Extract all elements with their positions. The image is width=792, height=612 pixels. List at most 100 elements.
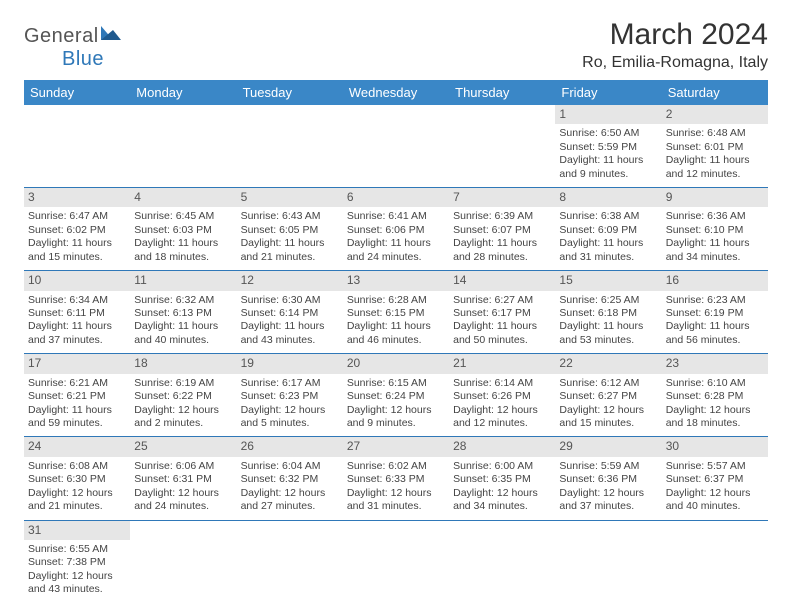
sunrise-text: Sunrise: 6:04 AM [241,460,339,473]
sunrise-text: Sunrise: 6:34 AM [28,294,126,307]
location: Ro, Emilia-Romagna, Italy [582,54,768,72]
weekday-header: Tuesday [237,80,343,105]
calendar-cell: 9Sunrise: 6:36 AMSunset: 6:10 PMDaylight… [662,188,768,271]
logo: General Blue [24,24,121,71]
day-number: 28 [449,437,555,456]
daylight-text: Daylight: 12 hours and 9 minutes. [347,404,445,431]
calendar-cell: 20Sunrise: 6:15 AMSunset: 6:24 PMDayligh… [343,354,449,437]
daylight-text: Daylight: 11 hours and 24 minutes. [347,237,445,264]
calendar-cell: 2Sunrise: 6:48 AMSunset: 6:01 PMDaylight… [662,105,768,188]
day-number: 23 [662,354,768,373]
sunset-text: Sunset: 6:33 PM [347,473,445,486]
daylight-text: Daylight: 11 hours and 46 minutes. [347,320,445,347]
logo-text-1: General [24,25,99,47]
calendar-cell: 19Sunrise: 6:17 AMSunset: 6:23 PMDayligh… [237,354,343,437]
daylight-text: Daylight: 11 hours and 53 minutes. [559,320,657,347]
daylight-text: Daylight: 12 hours and 37 minutes. [559,487,657,514]
daylight-text: Daylight: 12 hours and 18 minutes. [666,404,764,431]
calendar-cell: 27 Sunrise: 6:02 AMSunset: 6:33 PMDayligh… [343,437,449,520]
daylight-text: Daylight: 12 hours and 2 minutes. [134,404,232,431]
weekday-header: Sunday [24,80,130,105]
daylight-text: Daylight: 12 hours and 31 minutes. [347,487,445,514]
daylight-text: Daylight: 12 hours and 5 minutes. [241,404,339,431]
calendar-cell: 14Sunrise: 6:27 AMSunset: 6:17 PMDayligh… [449,271,555,354]
day-number: 12 [237,271,343,290]
day-number: 29 [555,437,661,456]
sunrise-text: Sunrise: 6:02 AM [347,460,445,473]
calendar-cell: 3Sunrise: 6:47 AMSunset: 6:02 PMDaylight… [24,188,130,271]
calendar-cell: 7Sunrise: 6:39 AMSunset: 6:07 PMDaylight… [449,188,555,271]
day-number: 4 [130,188,236,207]
daylight-text: Daylight: 11 hours and 34 minutes. [666,237,764,264]
daylight-text: Daylight: 11 hours and 28 minutes. [453,237,551,264]
sunset-text: Sunset: 6:28 PM [666,390,764,403]
header: General Blue March 2024 Ro, Emilia-Romag… [24,18,768,72]
calendar-cell [662,520,768,603]
day-number: 31 [24,521,130,540]
sunset-text: Sunset: 6:23 PM [241,390,339,403]
daylight-text: Daylight: 12 hours and 34 minutes. [453,487,551,514]
sunset-text: Sunset: 6:26 PM [453,390,551,403]
daylight-text: Daylight: 12 hours and 40 minutes. [666,487,764,514]
sunset-text: Sunset: 6:01 PM [666,141,764,154]
sunset-text: Sunset: 6:24 PM [347,390,445,403]
sunrise-text: Sunrise: 6:32 AM [134,294,232,307]
logo-text: General Blue [24,24,121,71]
sunset-text: Sunset: 6:21 PM [28,390,126,403]
sunrise-text: Sunrise: 6:28 AM [347,294,445,307]
day-number: 5 [237,188,343,207]
sunrise-text: Sunrise: 6:23 AM [666,294,764,307]
day-number: 24 [24,437,130,456]
daylight-text: Daylight: 12 hours and 21 minutes. [28,487,126,514]
calendar-cell: 29Sunrise: 5:59 AMSunset: 6:36 PMDayligh… [555,437,661,520]
sunrise-text: Sunrise: 6:39 AM [453,210,551,223]
sunrise-text: Sunrise: 5:57 AM [666,460,764,473]
calendar-cell: 30Sunrise: 5:57 AMSunset: 6:37 PMDayligh… [662,437,768,520]
month-title: March 2024 [582,18,768,52]
calendar-cell: 23Sunrise: 6:10 AMSunset: 6:28 PMDayligh… [662,354,768,437]
weekday-header: Wednesday [343,80,449,105]
calendar-head: SundayMondayTuesdayWednesdayThursdayFrid… [24,80,768,105]
sunset-text: Sunset: 6:17 PM [453,307,551,320]
day-number: 2 [662,105,768,124]
sunset-text: Sunset: 6:05 PM [241,224,339,237]
calendar-cell: 12 Sunrise: 6:30 AMSunset: 6:14 PMDayligh… [237,271,343,354]
day-number: 15 [555,271,661,290]
calendar-cell: 21Sunrise: 6:14 AMSunset: 6:26 PMDayligh… [449,354,555,437]
calendar-cell: 10Sunrise: 6:34 AMSunset: 6:11 PMDayligh… [24,271,130,354]
sunset-text: Sunset: 6:03 PM [134,224,232,237]
daylight-text: Daylight: 12 hours and 43 minutes. [28,570,126,597]
calendar-cell: 16 Sunrise: 6:23 AMSunset: 6:19 PMDayligh… [662,271,768,354]
calendar-cell: 13Sunrise: 6:28 AMSunset: 6:15 PMDayligh… [343,271,449,354]
sunset-text: Sunset: 6:19 PM [666,307,764,320]
sunset-text: Sunset: 6:06 PM [347,224,445,237]
daylight-text: Daylight: 11 hours and 43 minutes. [241,320,339,347]
sail-icon [99,24,121,48]
day-number: 27 [343,437,449,456]
calendar-cell: 5Sunrise: 6:43 AMSunset: 6:05 PMDaylight… [237,188,343,271]
calendar-table: SundayMondayTuesdayWednesdayThursdayFrid… [24,80,768,603]
day-number: 11 [130,271,236,290]
calendar-cell [237,520,343,603]
sunrise-text: Sunrise: 6:43 AM [241,210,339,223]
calendar-cell [343,520,449,603]
sunrise-text: Sunrise: 6:06 AM [134,460,232,473]
sunrise-text: Sunrise: 6:27 AM [453,294,551,307]
daylight-text: Daylight: 11 hours and 56 minutes. [666,320,764,347]
calendar-row: 31Sunrise: 6:55 AMSunset: 7:38 PMDayligh… [24,520,768,603]
sunset-text: Sunset: 6:14 PM [241,307,339,320]
calendar-cell: 18Sunrise: 6:19 AMSunset: 6:22 PMDayligh… [130,354,236,437]
sunset-text: Sunset: 6:36 PM [559,473,657,486]
sunset-text: Sunset: 6:32 PM [241,473,339,486]
sunrise-text: Sunrise: 6:19 AM [134,377,232,390]
sunrise-text: Sunrise: 6:14 AM [453,377,551,390]
sunset-text: Sunset: 6:13 PM [134,307,232,320]
sunrise-text: Sunrise: 6:30 AM [241,294,339,307]
calendar-cell [24,105,130,188]
day-number: 30 [662,437,768,456]
day-number: 16 [662,271,768,290]
day-number: 22 [555,354,661,373]
sunrise-text: Sunrise: 6:45 AM [134,210,232,223]
daylight-text: Daylight: 12 hours and 12 minutes. [453,404,551,431]
sunset-text: Sunset: 6:30 PM [28,473,126,486]
